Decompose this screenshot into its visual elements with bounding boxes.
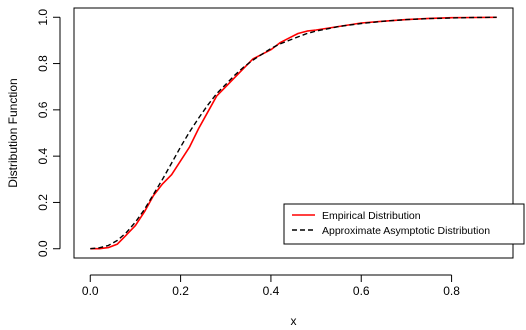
- y-tick-label: 0.2: [36, 194, 50, 211]
- empirical-distribution-line: [90, 16, 497, 250]
- legend: Empirical Distribution Approximate Asympt…: [283, 203, 525, 245]
- y-tick-label: 0.0: [36, 240, 50, 257]
- series-layer: [90, 16, 497, 250]
- legend-box: [283, 203, 525, 245]
- y-axis-label: Distribution Function: [6, 78, 20, 187]
- y-tick-label: 0.8: [36, 55, 50, 72]
- x-axis-label: x: [291, 314, 297, 328]
- axes: 0.0 0.2 0.4 0.6 0.8 0.0 0.2 0.4 0.6 0.8 1.0: [36, 7, 514, 298]
- x-tick-label: 0.4: [263, 284, 280, 298]
- plot-frame: [73, 7, 514, 259]
- y-tick-label: 0.6: [36, 101, 50, 118]
- x-tick-label: 0.6: [353, 284, 370, 298]
- legend-label: Empirical Distribution: [322, 210, 421, 222]
- y-tick-label: 0.4: [36, 147, 50, 164]
- x-tick-label: 0.8: [443, 284, 460, 298]
- y-tick-label: 1.0: [36, 9, 50, 26]
- legend-label: Approximate Asymptotic Distribution: [322, 225, 490, 237]
- x-tick-label: 0.0: [82, 284, 99, 298]
- x-tick-label: 0.2: [172, 284, 189, 298]
